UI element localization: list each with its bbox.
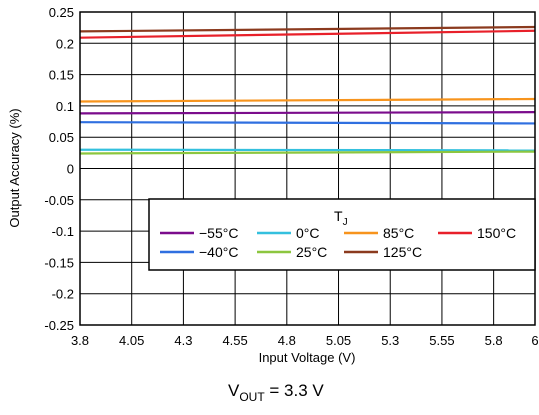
- legend-label: 125°C: [383, 244, 422, 260]
- series-line: [79, 150, 536, 155]
- legend-label: 150°C: [477, 225, 516, 241]
- x-tick-label: 4.05: [119, 333, 144, 348]
- series-line: [79, 121, 536, 125]
- y-tick-labels: 0.25 0.2 0.15 0.1 0.05 0 -0.05 -0.1 -0.15 -0.2 -0.…: [44, 5, 74, 333]
- y-tick-label: 0: [67, 162, 74, 177]
- legend-box: [148, 198, 536, 271]
- legend-label: 0°C: [296, 225, 320, 241]
- y-tick-label: 0.2: [56, 36, 74, 51]
- x-tick-label: 5.3: [381, 333, 399, 348]
- grid-lines: [79, 11, 536, 326]
- series-line: [79, 29, 536, 39]
- x-tick-label: 4.8: [278, 333, 296, 348]
- series-line: [79, 111, 536, 115]
- legend-label: −55°C: [199, 225, 238, 241]
- y-tick-label: 0.05: [49, 130, 74, 145]
- x-tick-label: 5.55: [429, 333, 454, 348]
- y-tick-label: -0.15: [44, 255, 74, 270]
- y-tick-label: 0.15: [49, 68, 74, 83]
- y-tick-label: -0.1: [52, 224, 74, 239]
- caption: VOUT = 3.3 V: [228, 381, 324, 404]
- x-axis-label: Input Voltage (V): [259, 350, 356, 365]
- legend-label: −40°C: [199, 244, 238, 260]
- y-tick-label: 0.25: [49, 5, 74, 20]
- y-tick-label: -0.05: [44, 193, 74, 208]
- series-line: [79, 148, 536, 152]
- series-line: [79, 25, 536, 33]
- x-tick-label: 5.05: [326, 333, 351, 348]
- series-lines: [79, 25, 536, 155]
- x-tick-label: 6: [531, 333, 538, 348]
- x-tick-label: 3.8: [71, 333, 89, 348]
- legend: TJ −55°C 0°C 85°C 150°C −40°C 25°C 125°C: [148, 198, 536, 271]
- legend-title: TJ: [334, 208, 348, 228]
- y-tick-label: -0.25: [44, 318, 74, 333]
- x-tick-label: 4.3: [174, 333, 192, 348]
- y-tick-label: 0.1: [56, 99, 74, 114]
- y-tick-label: -0.2: [52, 287, 74, 302]
- legend-label: 85°C: [383, 225, 414, 241]
- legend-label: 25°C: [296, 244, 327, 260]
- series-line: [79, 97, 536, 103]
- plot-frame: [79, 11, 536, 326]
- x-tick-labels: 3.8 4.05 4.3 4.55 4.8 5.05 5.3 5.55 5.8 6: [71, 333, 539, 348]
- x-tick-label: 5.8: [485, 333, 503, 348]
- x-tick-label: 4.55: [222, 333, 247, 348]
- y-axis-label: Output Accuracy (%): [7, 108, 22, 227]
